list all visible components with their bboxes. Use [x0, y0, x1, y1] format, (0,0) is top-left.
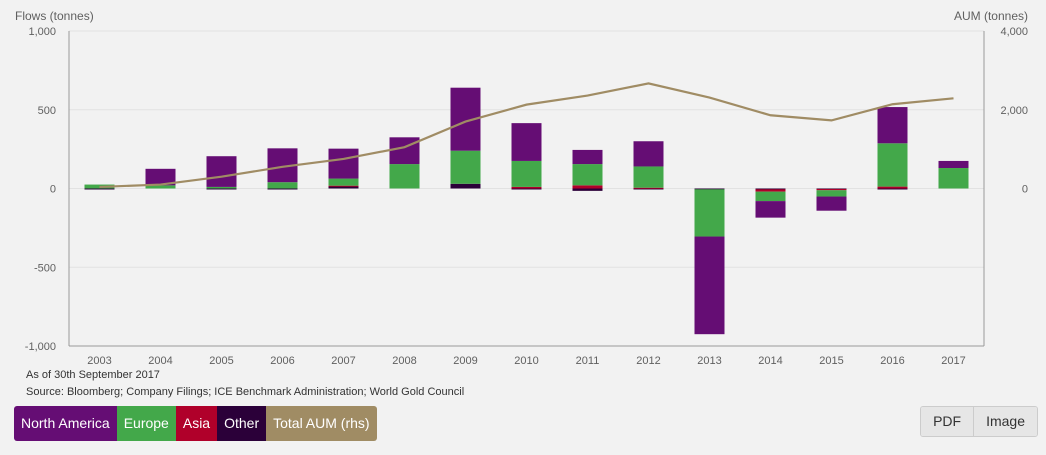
legend-item-north-america[interactable]: North America	[14, 406, 117, 441]
x-tick-label: 2012	[636, 355, 660, 367]
x-tick-label: 2003	[87, 355, 111, 367]
flows-chart: Flows (tonnes) AUM (tonnes) 1,000 500 0 -50…	[15, 9, 1028, 367]
bar-europe-2016[interactable]	[877, 143, 908, 187]
bar-europe-2012[interactable]	[633, 166, 664, 188]
x-tick-label: 2014	[758, 355, 782, 367]
y-tick-label: 500	[38, 105, 56, 117]
x-tick-label: 2006	[270, 355, 294, 367]
y2-axis-title: AUM (tonnes)	[954, 9, 1028, 23]
bar-asia-2014[interactable]	[755, 189, 786, 192]
aum-line-group	[99, 82, 954, 189]
bar-asia-2010[interactable]	[511, 186, 542, 189]
bar-north-america-2008[interactable]	[389, 137, 420, 165]
y2-tick-label: 0	[1022, 184, 1028, 196]
bar-europe-2006[interactable]	[267, 182, 298, 189]
x-tick-label: 2017	[941, 355, 965, 367]
legend-item-total-aum[interactable]: Total AUM (rhs)	[266, 406, 377, 441]
x-tick-label: 2009	[453, 355, 477, 367]
bar-europe-2014[interactable]	[755, 191, 786, 202]
bar-asia-2015[interactable]	[816, 188, 847, 191]
bar-other-2016[interactable]	[877, 188, 908, 190]
bar-asia-2007[interactable]	[328, 185, 359, 187]
bar-north-america-2014[interactable]	[755, 201, 786, 218]
bar-north-america-2004[interactable]	[145, 168, 176, 186]
bar-europe-2007[interactable]	[328, 178, 359, 186]
x-tick-label: 2011	[576, 355, 600, 367]
y-axis-title: Flows (tonnes)	[15, 9, 94, 23]
bar-other-2011[interactable]	[572, 188, 603, 191]
x-tick-label: 2013	[697, 355, 721, 367]
bar-other-2007[interactable]	[328, 186, 359, 189]
y-tick-label: 0	[50, 184, 56, 196]
image-button[interactable]: Image	[973, 407, 1037, 436]
bar-other-2003[interactable]	[84, 188, 115, 190]
legend-item-other[interactable]: Other	[217, 406, 267, 441]
bar-other-2009[interactable]	[450, 183, 481, 189]
y2-tick-label: 4,000	[1000, 26, 1028, 38]
y-tick-label: -500	[34, 262, 56, 274]
x-tick-label: 2004	[148, 355, 172, 367]
x-tick-label: 2005	[209, 355, 233, 367]
bar-asia-2012[interactable]	[633, 187, 664, 189]
bar-other-2013[interactable]	[694, 188, 725, 190]
bar-north-america-2007[interactable]	[328, 148, 359, 179]
bar-europe-2013[interactable]	[694, 189, 725, 237]
bar-north-america-2005[interactable]	[206, 156, 237, 187]
x-tick-label: 2015	[819, 355, 843, 367]
bar-north-america-2012[interactable]	[633, 141, 664, 167]
legend-item-asia[interactable]: Asia	[175, 406, 218, 441]
bar-north-america-2015[interactable]	[816, 196, 847, 211]
bar-europe-2010[interactable]	[511, 160, 542, 187]
bar-other-2006[interactable]	[267, 188, 298, 190]
bar-europe-2015[interactable]	[816, 190, 847, 197]
bar-north-america-2013[interactable]	[694, 236, 725, 335]
bar-europe-2011[interactable]	[572, 164, 603, 186]
bar-other-2010[interactable]	[511, 188, 542, 190]
bar-other-2005[interactable]	[206, 188, 237, 190]
x-tick-label: 2007	[331, 355, 355, 367]
y-tick-label: 1,000	[28, 26, 56, 38]
bar-other-2014[interactable]	[755, 188, 786, 190]
bars	[84, 87, 969, 335]
legend-item-europe[interactable]: Europe	[116, 406, 176, 441]
x-tick-label: 2008	[392, 355, 416, 367]
bar-north-america-2010[interactable]	[511, 123, 542, 161]
bar-europe-2004[interactable]	[145, 185, 176, 189]
bar-north-america-2016[interactable]	[877, 107, 908, 144]
x-tick-label: 2016	[880, 355, 904, 367]
axes	[68, 31, 985, 347]
as-of-note: As of 30th September 2017	[26, 369, 160, 381]
pdf-button[interactable]: PDF	[921, 407, 974, 436]
source-note: Source: Bloomberg; Company Filings; ICE …	[26, 386, 465, 398]
export-group: PDF Image	[920, 406, 1038, 437]
bar-asia-2016[interactable]	[877, 186, 908, 189]
y-tick-label: -1,000	[25, 341, 56, 353]
y2-tick-label: 2,000	[1000, 105, 1028, 117]
legend: North America Europe Asia Other Total AU…	[14, 406, 377, 441]
bar-europe-2009[interactable]	[450, 150, 481, 184]
bar-north-america-2011[interactable]	[572, 149, 603, 165]
bar-asia-2011[interactable]	[572, 185, 603, 189]
bar-europe-2008[interactable]	[389, 164, 420, 189]
tick-labels: 1,000 500 0 -500 -1,000 4,000 2,000 0 2003 2004 20…	[25, 26, 1028, 367]
bar-north-america-2017[interactable]	[938, 160, 969, 169]
x-tick-label: 2010	[514, 355, 538, 367]
bar-europe-2005[interactable]	[206, 186, 237, 189]
bar-europe-2017[interactable]	[938, 168, 969, 189]
bar-other-2012[interactable]	[633, 188, 664, 190]
